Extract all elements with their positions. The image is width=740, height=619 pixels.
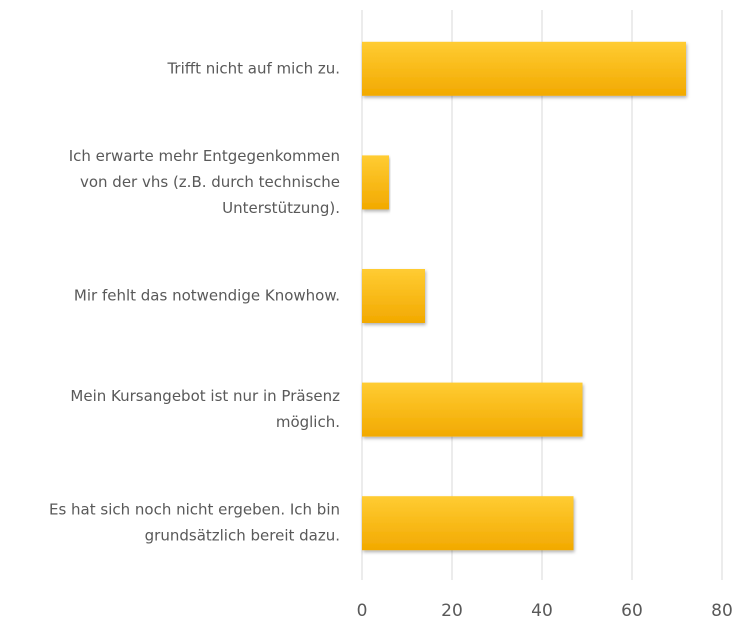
y-tick-label: Es hat sich noch nicht ergeben. Ich bin [49,501,340,519]
y-tick-label: möglich. [276,413,340,431]
x-tick-label: 40 [531,601,553,619]
y-tick-label: Mein Kursangebot ist nur in Präsenz [70,387,340,405]
y-tick-label: von der vhs (z.B. durch technische [80,173,340,191]
x-tick-label: 20 [441,601,463,619]
x-tick-label: 0 [357,601,368,619]
bar [362,155,389,210]
x-tick-label: 60 [621,601,643,619]
bar [362,496,574,551]
y-tick-label: grundsätzlich bereit dazu. [145,527,340,545]
bar [362,41,686,96]
y-tick-label: Mir fehlt das notwendige Knowhow. [74,287,340,305]
y-tick-label: Trifft nicht auf mich zu. [166,59,340,77]
x-tick-label: 80 [711,601,733,619]
y-tick-label: Ich erwarte mehr Entgegenkommen [69,147,340,165]
bar [362,382,583,437]
bar [362,269,425,323]
y-tick-label: Unterstützung). [222,199,340,217]
